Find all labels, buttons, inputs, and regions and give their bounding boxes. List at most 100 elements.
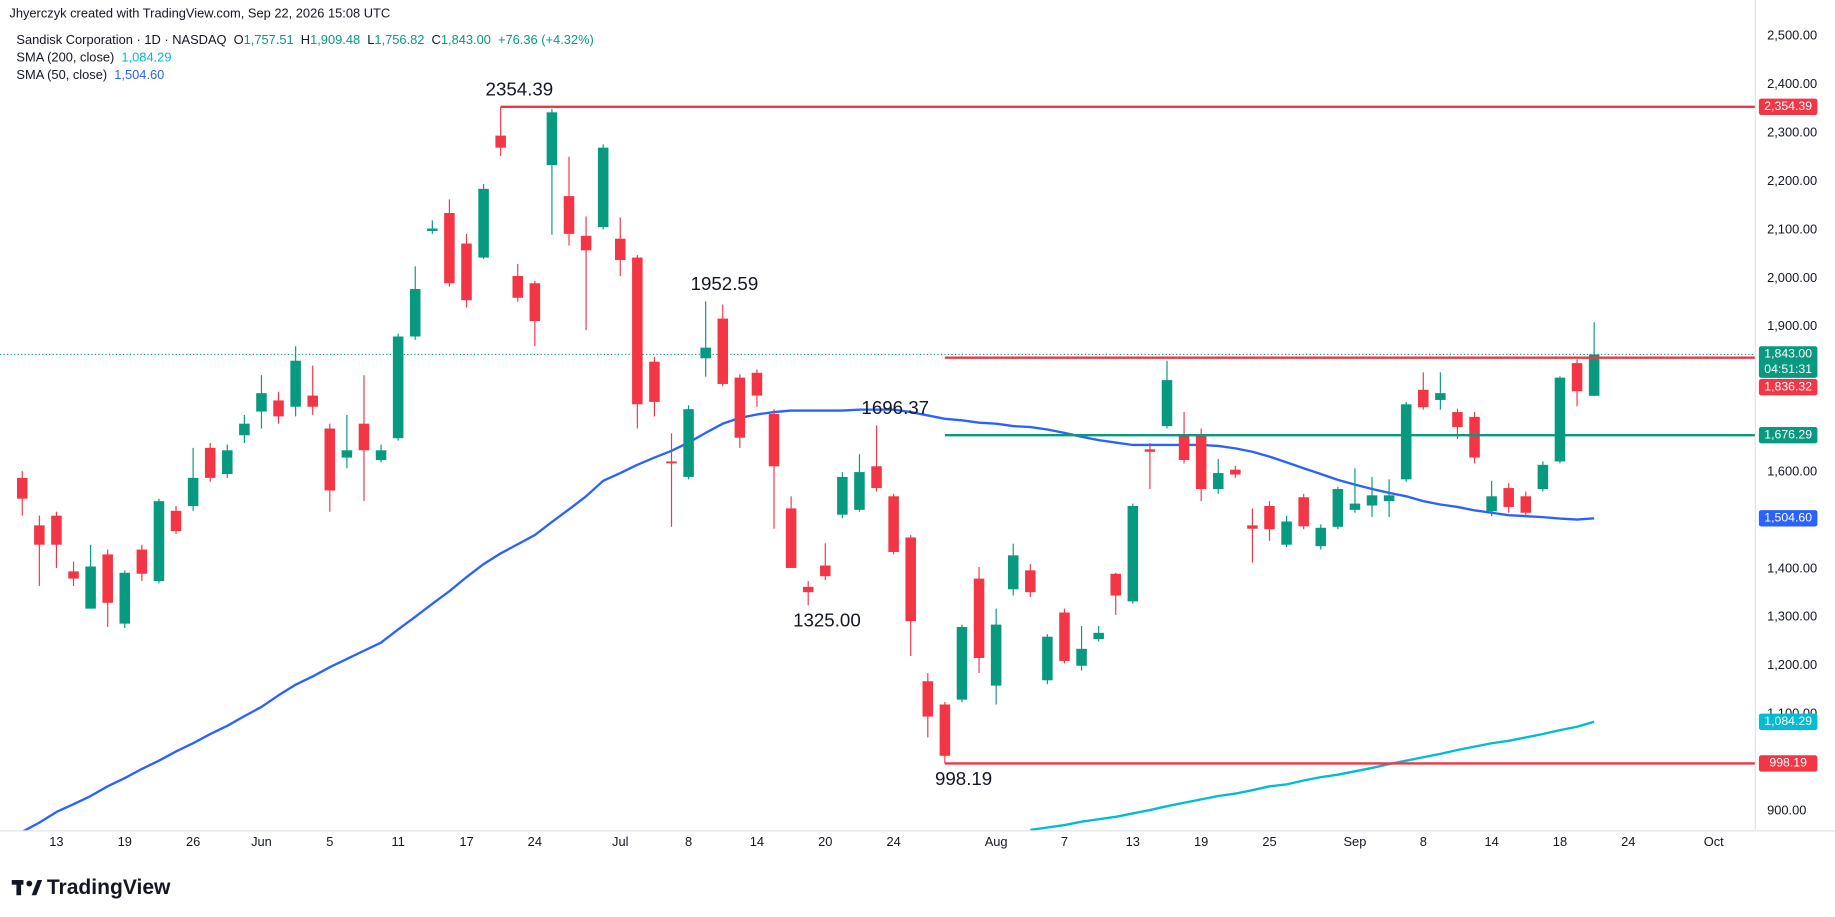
candle-body bbox=[1571, 363, 1583, 392]
y-tick-label: 1,600.00 bbox=[1767, 463, 1817, 478]
x-tick-label: 25 bbox=[1262, 834, 1276, 849]
level-badge-bg bbox=[1758, 755, 1818, 772]
x-tick-label: 24 bbox=[886, 834, 900, 849]
candle-body bbox=[717, 318, 729, 384]
level-badge: 1,836.32 bbox=[1764, 379, 1812, 393]
candle-body bbox=[1144, 449, 1156, 452]
candle-body bbox=[820, 565, 831, 577]
x-tick-label: 8 bbox=[1420, 834, 1427, 849]
price-annotation: 998.19 bbox=[935, 768, 992, 789]
sma-name: SMA (200, close) bbox=[16, 50, 114, 65]
candle-body bbox=[290, 360, 301, 407]
candle-body bbox=[324, 428, 336, 491]
candle-body bbox=[1435, 393, 1446, 400]
ohlc-value: 1,843.00 bbox=[441, 32, 491, 47]
logo-slash bbox=[31, 880, 43, 896]
logo-stem bbox=[16, 880, 22, 896]
candle-body bbox=[187, 477, 199, 506]
candle-body bbox=[1007, 555, 1019, 590]
level-badge-bg bbox=[1758, 426, 1818, 444]
candle-body bbox=[614, 238, 626, 261]
candle-body bbox=[1264, 505, 1275, 530]
candle-body bbox=[1178, 435, 1190, 460]
candle-body bbox=[956, 627, 968, 700]
candle-body bbox=[1366, 495, 1378, 506]
candle-body bbox=[751, 372, 763, 396]
legend-sma: SMA (200, close) 1,084.29 bbox=[16, 50, 171, 65]
candle-body bbox=[734, 377, 746, 438]
y-tick-label: 2,500.00 bbox=[1767, 28, 1817, 43]
candle-body bbox=[1059, 612, 1070, 661]
level-badge: 2,354.39 bbox=[1764, 99, 1812, 113]
level-badge: 1,676.29 bbox=[1764, 427, 1812, 441]
x-tick-label: Sep bbox=[1343, 834, 1366, 849]
candle-body bbox=[666, 461, 677, 464]
candle-body bbox=[1127, 505, 1139, 602]
x-tick-label: 24 bbox=[528, 834, 542, 849]
sma-line bbox=[1030, 720, 1595, 831]
candle-body bbox=[1588, 354, 1600, 396]
x-tick-label: 13 bbox=[49, 834, 63, 849]
candle-body bbox=[837, 476, 848, 515]
legend-symbol: Sandisk Corporation · 1D · NASDAQ O1,757… bbox=[16, 32, 593, 47]
x-tick-label: 17 bbox=[459, 834, 473, 849]
level-badge-bg bbox=[1758, 379, 1818, 396]
candle-body bbox=[546, 112, 558, 166]
candle-body bbox=[1161, 380, 1173, 427]
candle-body bbox=[222, 450, 233, 475]
candle-body bbox=[1315, 527, 1327, 547]
candle-body bbox=[239, 423, 250, 436]
x-tick-label: 18 bbox=[1553, 834, 1567, 849]
candle-body bbox=[1025, 570, 1036, 593]
y-tick-label: 1,900.00 bbox=[1767, 318, 1817, 333]
candle-body bbox=[1212, 473, 1224, 490]
y-tick-label: 1,400.00 bbox=[1767, 560, 1817, 575]
x-tick-label: 5 bbox=[326, 834, 333, 849]
candle-body bbox=[529, 283, 541, 322]
x-tick-label: 13 bbox=[1126, 834, 1140, 849]
candle-body bbox=[1469, 416, 1480, 458]
symbol-name: Sandisk Corporation · 1D · NASDAQ bbox=[16, 32, 226, 47]
candle-body bbox=[85, 566, 96, 609]
candle-body bbox=[1332, 489, 1344, 527]
y-tick-label: 2,000.00 bbox=[1767, 270, 1817, 285]
candle-body bbox=[597, 147, 609, 228]
candle-body bbox=[871, 466, 882, 489]
ohlc-key: H bbox=[301, 32, 310, 47]
candle-body bbox=[1230, 469, 1241, 475]
candle-body bbox=[939, 704, 951, 756]
candle-body bbox=[802, 586, 814, 593]
candle-body bbox=[1247, 525, 1258, 529]
y-tick-label: 2,100.00 bbox=[1767, 221, 1817, 236]
sma-value: 1,504.60 bbox=[114, 67, 164, 82]
level-badge: 998.19 bbox=[1769, 756, 1807, 770]
sma-badge-bg bbox=[1758, 713, 1818, 730]
last-price-badge-bg bbox=[1758, 346, 1818, 378]
candle-body bbox=[1503, 488, 1514, 507]
y-tick-label: 900.00 bbox=[1767, 802, 1806, 817]
x-tick-label: Oct bbox=[1704, 834, 1724, 849]
candle-body bbox=[375, 450, 387, 460]
candle-body bbox=[409, 289, 421, 337]
candle-body bbox=[632, 257, 643, 405]
candle-body bbox=[17, 477, 28, 499]
candle-body bbox=[427, 228, 438, 231]
candle-body bbox=[341, 450, 353, 458]
legend-sma: SMA (50, close) 1,504.60 bbox=[16, 67, 164, 82]
candle-body bbox=[683, 409, 694, 477]
candle-body bbox=[700, 347, 711, 359]
candle-body bbox=[444, 213, 455, 284]
candle-body bbox=[153, 501, 165, 582]
candle-body bbox=[136, 549, 148, 574]
sma-value: 1,084.29 bbox=[121, 50, 171, 65]
candle-body bbox=[512, 275, 524, 298]
x-tick-label: 24 bbox=[1621, 834, 1635, 849]
candle-body bbox=[1452, 412, 1463, 428]
candle-body bbox=[922, 681, 934, 717]
candle-body bbox=[358, 423, 370, 451]
x-tick-label: 19 bbox=[118, 834, 132, 849]
ohlc-key: O bbox=[234, 32, 244, 47]
header-credit: Jhyerczyk created with TradingView.com, … bbox=[9, 5, 390, 20]
candle-body bbox=[888, 496, 899, 552]
